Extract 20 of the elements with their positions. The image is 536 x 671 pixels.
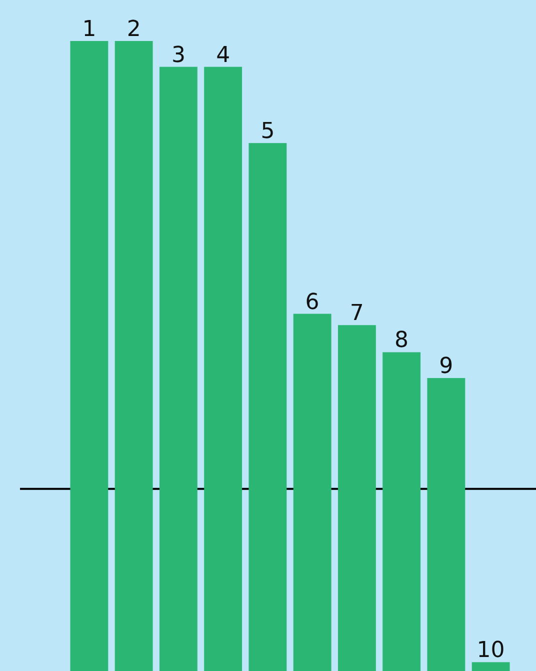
bar: [382, 352, 421, 671]
x-tick-label: 6: [305, 290, 320, 315]
x-tick-label: 10: [476, 638, 505, 664]
x-tick-label: 7: [350, 301, 364, 326]
x-tick-label: 9: [439, 354, 454, 380]
x-tick-label: 2: [126, 17, 141, 42]
bar: [293, 314, 332, 671]
x-tick-label: 5: [260, 119, 275, 144]
bar: [114, 41, 153, 671]
bar: [248, 143, 287, 671]
x-tick-label: 3: [171, 42, 186, 68]
x-tick-label: 4: [216, 42, 230, 68]
x-tick-label: 8: [394, 328, 409, 354]
bar: [427, 378, 466, 671]
bar: [472, 662, 510, 671]
bar: [70, 41, 108, 671]
bar: [159, 66, 198, 671]
x-tick-label: 1: [82, 17, 96, 42]
bar: [204, 66, 242, 671]
bar: [338, 325, 376, 671]
